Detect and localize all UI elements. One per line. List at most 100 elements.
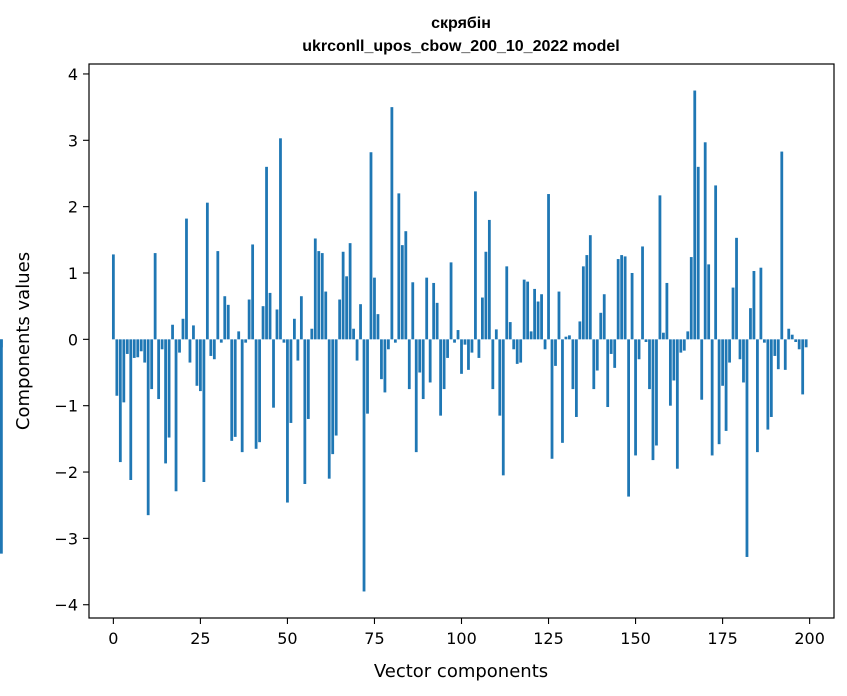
bar (742, 339, 745, 383)
bar (505, 266, 509, 340)
y-tick-label: −1 (54, 397, 78, 416)
x-axis-label: Vector components (374, 661, 548, 682)
bar (449, 262, 453, 340)
bar (289, 339, 293, 423)
bar (644, 339, 648, 342)
y-tick-label: 3 (68, 131, 78, 150)
bar (345, 276, 349, 340)
bar (724, 339, 728, 431)
bar (376, 314, 380, 340)
bar (192, 325, 195, 340)
chart-title: скрябін (431, 15, 491, 32)
bar (139, 339, 143, 352)
bar (519, 339, 523, 363)
bar (411, 282, 415, 340)
y-axis-label: Components values (13, 252, 34, 430)
bar (348, 243, 352, 340)
bar (178, 339, 181, 353)
bar (703, 142, 707, 340)
bar (331, 339, 335, 455)
bar (756, 339, 759, 453)
bar (118, 339, 122, 463)
bar (766, 339, 770, 430)
bar (157, 339, 161, 400)
bar (470, 339, 474, 353)
bar (185, 218, 188, 340)
bar (338, 299, 342, 340)
bar (286, 339, 289, 503)
bar (526, 281, 530, 340)
bar (143, 339, 147, 363)
bar (456, 330, 460, 340)
bar (561, 339, 564, 443)
bar (728, 339, 731, 363)
bar (710, 339, 714, 456)
bar (515, 339, 519, 364)
bar (219, 339, 223, 343)
bar (400, 245, 404, 340)
bar (0, 339, 3, 554)
bar (174, 339, 178, 492)
x-axis: 0 25 50 75 100 125 150 175 200 (108, 618, 825, 648)
bar (199, 339, 202, 392)
bar (317, 251, 321, 340)
bars-group (0, 90, 808, 592)
bar (592, 339, 596, 390)
bar (244, 339, 248, 343)
bar (696, 166, 700, 340)
bar (721, 339, 724, 386)
bar (769, 339, 773, 417)
bar (421, 339, 425, 400)
bar (554, 339, 557, 366)
bar (209, 339, 213, 356)
bar (226, 304, 230, 340)
x-tick-label: 125 (533, 629, 564, 648)
bar (693, 90, 697, 340)
bar (428, 339, 432, 383)
bar (484, 251, 488, 340)
bar (258, 339, 261, 443)
bar (132, 339, 136, 358)
bar (474, 191, 477, 340)
bar (446, 339, 449, 358)
bar (171, 324, 174, 340)
bar (501, 339, 505, 476)
bar (658, 195, 662, 340)
bar (279, 138, 282, 340)
x-tick-label: 100 (446, 629, 477, 648)
bar (380, 339, 383, 380)
bar (247, 299, 251, 340)
bar (623, 256, 627, 340)
bar (568, 335, 571, 340)
bar (393, 339, 397, 343)
x-tick-label: 25 (190, 629, 210, 648)
bar (418, 339, 422, 373)
bar (494, 329, 498, 340)
bar (230, 339, 234, 441)
bar (787, 328, 791, 340)
bar (665, 282, 669, 340)
bar (797, 339, 801, 350)
x-tick-label: 0 (108, 629, 118, 648)
bar (404, 231, 408, 340)
bar (491, 339, 495, 390)
bar (599, 312, 603, 340)
bar (606, 339, 610, 408)
bar (564, 336, 568, 340)
bar (543, 339, 547, 350)
bar (205, 202, 209, 340)
bar (369, 152, 373, 340)
x-tick-label: 150 (620, 629, 651, 648)
bar (164, 339, 167, 464)
bar (679, 339, 683, 353)
bar (595, 339, 599, 371)
bar (296, 339, 300, 361)
bar (425, 277, 429, 340)
bar (282, 339, 286, 343)
bar (327, 339, 331, 479)
bar (801, 339, 805, 395)
bar (529, 331, 533, 340)
bar (783, 339, 787, 370)
bar (272, 339, 275, 408)
